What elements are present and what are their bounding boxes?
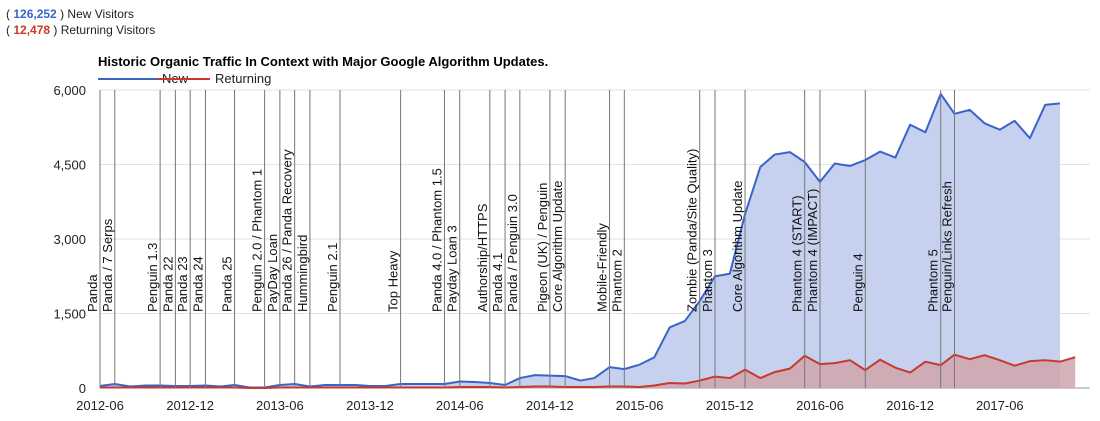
new-visitors-count: 126,252 (13, 7, 57, 21)
chart-annotations: Panda Panda / 7 Serps Penguin 1.3 Panda 22 P… (85, 90, 955, 388)
x-tick-label: 2012-12 (166, 398, 214, 413)
x-tick-label: 2014-06 (436, 398, 484, 413)
series-area-new (100, 93, 1060, 389)
returning-visitors-count: 12,478 (13, 23, 51, 37)
chart-axes: 0 1,500 3,000 4,500 6,000 2012-06 2012-12 2013-… (53, 83, 1023, 413)
x-tick-label: 2013-06 (256, 398, 304, 413)
annotation-label: Panda 4.1 (490, 253, 505, 312)
x-tick-label: 2014-12 (526, 398, 574, 413)
x-tick-label: 2017-06 (976, 398, 1024, 413)
annotation-label: Penguin 2.0 / Phantom 1 (250, 169, 265, 312)
y-tick-label: 6,000 (53, 83, 86, 98)
legend-returning-label: Returning (215, 71, 271, 86)
annotation-label: Phantom 4 (IMPACT) (805, 189, 820, 312)
annotation-label: Phantom 5 (926, 249, 941, 312)
annotation-label: Penguin 1.3 (145, 243, 160, 312)
visitor-stats: ( 126,252 ) New Visitors ( 12,478 ) Retu… (6, 6, 155, 38)
annotation-label: Pigeon (UK) / Penguin (535, 183, 550, 312)
annotation-label: Phantom 4 (START) (790, 195, 805, 312)
x-tick-label: 2016-12 (886, 398, 934, 413)
annotation-label: Core Algorithm Update (730, 180, 745, 312)
annotation-label: Mobile-Friendly (595, 223, 610, 312)
new-visitors-label: New Visitors (67, 7, 134, 21)
y-tick-label: 3,000 (53, 232, 86, 247)
annotation-label: Panda 24 (190, 256, 205, 312)
annotation-label: Panda 25 (220, 256, 235, 312)
annotation-label: Panda 4.0 / Phantom 1.5 (429, 168, 444, 312)
annotation-label: PayDay Loan (265, 234, 280, 312)
chart-legend: New Returning (98, 71, 271, 86)
annotation-label: Penguin 2.1 (325, 243, 340, 312)
x-tick-label: 2016-06 (796, 398, 844, 413)
annotation-label: Phantom 2 (609, 249, 624, 312)
x-tick-label: 2012-06 (76, 398, 124, 413)
chart-title: Historic Organic Traffic In Context with… (98, 54, 548, 69)
annotation-label: Panda (85, 274, 100, 312)
y-tick-label: 4,500 (53, 158, 86, 173)
annotation-label: Phantom 3 (700, 249, 715, 312)
annotation-label: Zombie (Panda/Site Quality) (685, 149, 700, 312)
annotation-label: Panda 26 / Panda Recovery (280, 149, 295, 312)
annotation-label: Panda 22 (160, 256, 175, 312)
new-visitors-stat: ( 126,252 ) New Visitors (6, 7, 134, 21)
y-tick-label: 1,500 (53, 307, 86, 322)
annotation-label: Panda / 7 Serps (100, 218, 115, 312)
annotation-label: Penguin/Links Refresh (939, 181, 954, 312)
returning-visitors-stat: ( 12,478 ) Returning Visitors (6, 23, 156, 37)
x-tick-label: 2015-06 (616, 398, 664, 413)
x-tick-label: 2015-12 (706, 398, 754, 413)
chart-areas (99, 92, 1076, 389)
annotation-label: Payday Loan 3 (445, 225, 460, 312)
returning-visitors-label: Returning Visitors (60, 23, 156, 37)
annotation-label: Hummingbird (295, 235, 310, 312)
y-tick-label: 0 (79, 381, 86, 396)
annotation-label: Penguin 4 (850, 253, 865, 312)
series-line-returning (100, 353, 1076, 389)
x-tick-label: 2013-12 (346, 398, 394, 413)
annotation-label: Core Algorithm Update (550, 180, 565, 312)
annotation-label: Panda 23 (175, 256, 190, 312)
series-area-returning (100, 354, 1076, 388)
annotation-label: Top Heavy (386, 250, 401, 312)
annotation-label: Authorship/HTTPS (475, 203, 490, 312)
annotation-label: Panda / Penguin 3.0 (505, 194, 520, 312)
